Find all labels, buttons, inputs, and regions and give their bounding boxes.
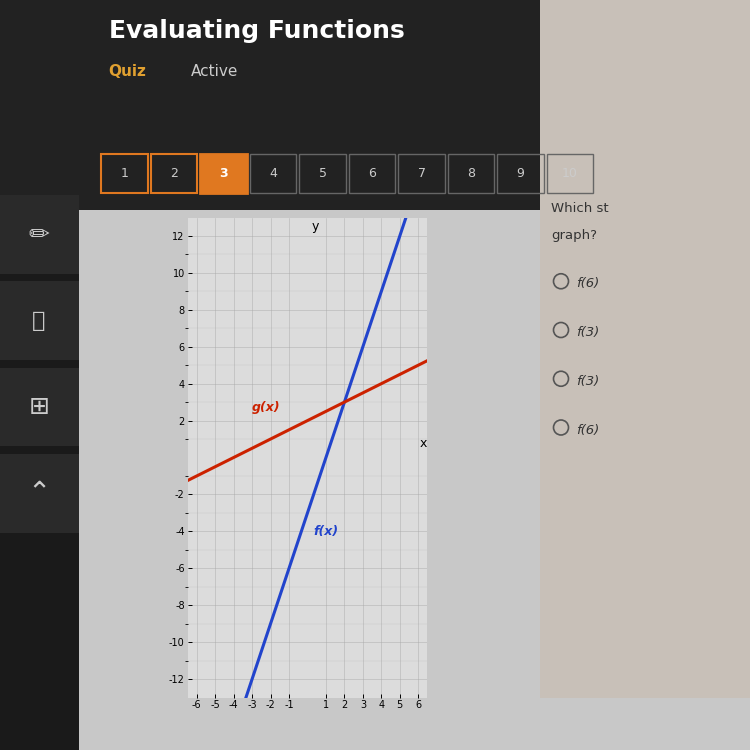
Text: ⊞: ⊞ — [28, 395, 50, 419]
Text: 1: 1 — [121, 166, 128, 180]
Text: 3: 3 — [219, 166, 228, 180]
Text: Evaluating Functions: Evaluating Functions — [109, 19, 404, 43]
Text: f(3): f(3) — [576, 326, 599, 339]
Text: 9: 9 — [517, 166, 524, 180]
Text: x: x — [420, 437, 428, 450]
Text: 8: 8 — [467, 166, 475, 180]
Text: g(x): g(x) — [252, 401, 280, 414]
Text: f(x): f(x) — [313, 525, 338, 538]
Text: f(6): f(6) — [576, 424, 599, 436]
Text: f(3): f(3) — [576, 375, 599, 388]
Text: 7: 7 — [418, 166, 425, 180]
Text: f(6): f(6) — [576, 278, 599, 290]
Text: y: y — [312, 220, 320, 233]
Text: 4: 4 — [269, 166, 277, 180]
Text: 5: 5 — [319, 166, 326, 180]
Text: 2: 2 — [170, 166, 178, 180]
Text: 6: 6 — [368, 166, 376, 180]
Text: Quiz: Quiz — [109, 64, 147, 79]
Text: Active: Active — [191, 64, 238, 79]
Text: 10: 10 — [562, 166, 578, 180]
Text: graph?: graph? — [551, 229, 597, 242]
Text: ✏: ✏ — [28, 223, 50, 247]
Text: ⌃: ⌃ — [27, 479, 51, 508]
Text: Which st: Which st — [551, 202, 609, 215]
Text: 🎧: 🎧 — [32, 311, 46, 331]
